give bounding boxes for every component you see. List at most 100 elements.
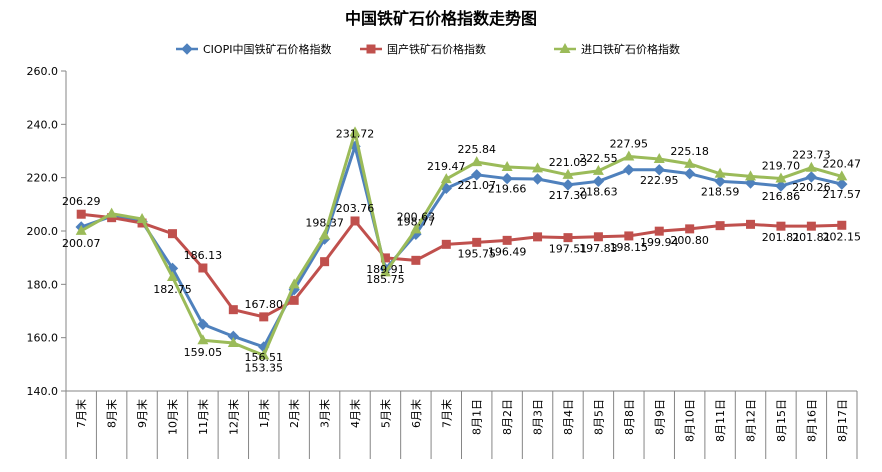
- data-point-s1-25: [837, 220, 847, 230]
- data-point-s1-17: [593, 232, 603, 242]
- data-label: 217.57: [823, 188, 862, 201]
- data-label: 206.29: [62, 195, 101, 208]
- data-point-s0-25: [836, 178, 848, 190]
- x-tick-label: 8月3日: [532, 399, 545, 435]
- data-label: 186.13: [184, 249, 223, 262]
- y-tick-label: 220.0: [27, 172, 59, 185]
- data-point-s1-19: [654, 226, 664, 236]
- x-tick-label: 3月末: [318, 399, 332, 428]
- data-point-s0-23: [775, 180, 787, 192]
- data-point-s1-8: [320, 257, 330, 267]
- data-label: 225.84: [457, 143, 496, 156]
- data-point-s2-19: [653, 153, 665, 163]
- chart-title: 中国铁矿石价格指数走势图: [345, 9, 537, 28]
- data-point-s0-4: [197, 318, 209, 331]
- data-point-s2-22: [745, 170, 757, 181]
- data-point-s1-10: [380, 253, 390, 263]
- x-tick-label: 8月16日: [805, 399, 818, 442]
- data-point-s2-23: [775, 172, 787, 183]
- data-point-s1-23: [776, 221, 786, 231]
- x-tick-label: 2月末: [287, 399, 301, 428]
- data-point-s0-21: [714, 175, 726, 188]
- x-tick-label: 11月末: [196, 399, 210, 435]
- data-label: 220.26: [792, 181, 831, 194]
- data-label: 220.47: [823, 157, 862, 170]
- legend-marker-1: [366, 44, 376, 54]
- data-label: 198.37: [305, 216, 344, 229]
- data-point-s2-16: [562, 168, 574, 179]
- x-tick-label: 9月末: [135, 399, 149, 428]
- data-point-s0-13: [471, 169, 483, 181]
- data-label: 202.15: [823, 230, 862, 243]
- x-tick-label: 8月17日: [836, 399, 849, 442]
- y-tick-label: 160.0: [27, 332, 59, 345]
- x-tick-label: 5月末: [378, 399, 392, 428]
- data-point-s0-18: [623, 164, 635, 176]
- data-label: 199.94: [640, 236, 679, 249]
- x-tick-label: 8月9日: [653, 399, 666, 435]
- x-tick-label: 7月末: [74, 399, 88, 428]
- data-label: 219.70: [762, 159, 801, 172]
- data-label: 222.55: [579, 152, 618, 165]
- x-tick-label: 4月末: [348, 399, 362, 428]
- data-point-s1-12: [441, 239, 451, 249]
- data-point-s2-4: [197, 334, 209, 345]
- data-point-s2-6: [258, 349, 270, 360]
- data-point-s0-20: [683, 167, 696, 180]
- x-tick-label: 8月15日: [775, 399, 788, 442]
- data-point-s2-12: [440, 173, 452, 184]
- data-point-s2-10: [379, 266, 391, 277]
- data-point-s2-13: [471, 156, 483, 167]
- y-tick-label: 180.0: [27, 278, 59, 291]
- data-label: 156.51: [245, 351, 284, 364]
- data-point-s2-14: [501, 161, 513, 171]
- series-line-0: [80, 144, 843, 349]
- data-label: 222.95: [640, 174, 679, 187]
- y-tick-label: 260.0: [27, 65, 59, 78]
- data-point-s1-15: [533, 232, 543, 242]
- x-tick-label: 7月末: [439, 399, 453, 428]
- data-point-s1-22: [746, 219, 756, 229]
- data-label: 216.86: [762, 190, 801, 203]
- data-point-s2-17: [592, 164, 604, 175]
- data-label: 218.59: [701, 185, 740, 198]
- legend-label-2: 进口铁矿石价格指数: [581, 42, 680, 56]
- data-point-s2-21: [714, 167, 726, 178]
- data-point-s2-1: [106, 207, 118, 218]
- data-label: 197.51: [549, 243, 588, 256]
- y-tick-label: 240.0: [27, 118, 59, 131]
- series-line-1: [81, 212, 842, 319]
- data-point-s2-11: [410, 223, 422, 234]
- data-label: 167.80: [245, 298, 284, 311]
- data-label: 219.47: [427, 160, 466, 173]
- data-label: 189.91: [366, 263, 405, 276]
- data-point-s0-14: [501, 172, 513, 185]
- data-label: 182.75: [153, 283, 192, 296]
- y-tick-label: 140.0: [27, 385, 59, 398]
- data-label: 185.75: [366, 273, 405, 286]
- x-tick-label: 10月末: [165, 399, 179, 435]
- legend-label-1: 国产铁矿石价格指数: [387, 42, 486, 56]
- x-tick-label: 8月1日: [471, 399, 484, 435]
- data-point-s1-16: [563, 233, 573, 243]
- x-tick-label: 8月10日: [684, 399, 697, 442]
- x-tick-label: 8月2日: [501, 399, 514, 435]
- data-point-s1-7: [289, 295, 299, 305]
- data-point-s1-0: [76, 209, 86, 219]
- data-label: 227.95: [610, 137, 649, 150]
- data-point-s1-6: [259, 312, 269, 322]
- data-point-s2-25: [836, 170, 848, 181]
- data-point-s1-9: [350, 216, 360, 226]
- data-point-s2-20: [684, 157, 696, 168]
- data-label: 203.76: [336, 202, 375, 215]
- data-label: 223.73: [792, 149, 831, 162]
- data-point-s0-16: [562, 179, 574, 191]
- data-point-s2-2: [136, 213, 148, 223]
- data-point-s0-19: [653, 164, 665, 176]
- legend-label-0: CIOPI中国铁矿石价格指数: [203, 42, 331, 56]
- data-label: 231.72: [336, 127, 375, 140]
- x-tick-label: 8月4日: [562, 399, 575, 435]
- data-label: 225.18: [670, 145, 709, 158]
